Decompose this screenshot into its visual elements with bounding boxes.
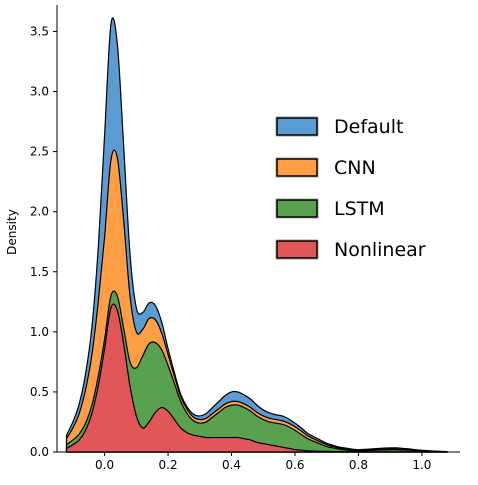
axes: 0.0 0.2 0.4 0.6 0.8 1.0 0.0 0.5 1.0 1.5 2.0 2.5 3.0… [5, 5, 460, 472]
legend-label: Nonlinear [334, 239, 426, 261]
legend-item-default: Default [275, 116, 403, 138]
legend-item-nonlinear: Nonlinear [275, 239, 426, 261]
legend-item-lstm: LSTM [275, 198, 385, 220]
x-tick-label: 0.2 [159, 458, 178, 472]
x-ticks: 0.0 0.2 0.4 0.6 0.8 1.0 [95, 452, 431, 472]
legend-item-cnn: CNN [275, 157, 376, 179]
y-tick-label: 2.0 [30, 205, 49, 219]
x-tick-label: 0.8 [349, 458, 368, 472]
x-tick-label: 0.6 [285, 458, 304, 472]
y-tick-label: 0.0 [30, 445, 49, 459]
legend-label: CNN [334, 157, 376, 179]
x-tick-label: 0.0 [95, 458, 114, 472]
y-axis-title: Density [5, 209, 19, 255]
y-tick-label: 3.0 [30, 85, 49, 99]
y-tick-label: 1.5 [30, 265, 49, 279]
legend-label: Default [334, 116, 403, 138]
stacked-areas [65, 17, 448, 453]
legend-label: LSTM [334, 198, 385, 220]
legend-swatch [276, 199, 318, 218]
y-tick-label: 2.5 [30, 145, 49, 159]
y-ticks: 0.0 0.5 1.0 1.5 2.0 2.5 3.0 3.5 [30, 24, 57, 459]
legend-swatch [276, 240, 318, 259]
x-tick-label: 1.0 [412, 458, 431, 472]
y-tick-label: 3.5 [30, 24, 49, 38]
x-tick-label: 0.4 [222, 458, 241, 472]
y-tick-label: 0.5 [30, 385, 49, 399]
legend-swatch [276, 158, 318, 177]
legend-swatch [276, 117, 318, 136]
y-tick-label: 1.0 [30, 325, 49, 339]
legend: Default CNN LSTM Nonlinear [275, 116, 426, 261]
